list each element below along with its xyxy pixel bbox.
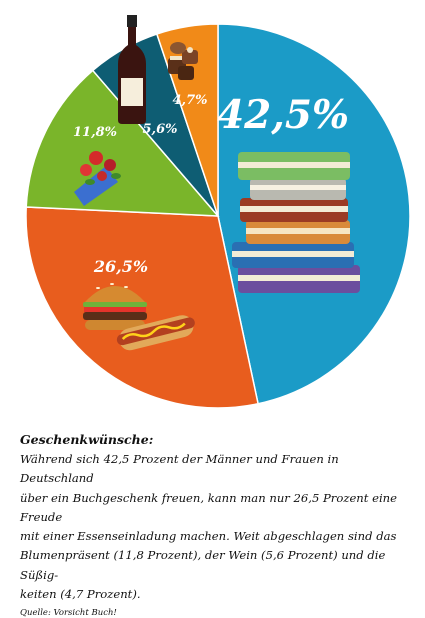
pie-chart: 42,5% 26,5% 11,8% 5,6% 4,7% — [25, 15, 411, 409]
pct-label-essenseinladung: 26,5% — [93, 257, 148, 276]
pie-slices — [25, 23, 411, 409]
caption-title: Geschenkwünsche: — [20, 432, 154, 447]
caption-line: mit einer Essenseinladung machen. Weit a… — [20, 529, 397, 544]
caption: Geschenkwünsche: Während sich 42,5 Proze… — [20, 432, 412, 618]
caption-line: Blumenpräsent (11,8 Prozent), der Wein (… — [20, 548, 386, 582]
pct-label-buchgeschenk: 42,5% — [217, 92, 349, 138]
caption-line: über ein Buchgeschenk freuen, kann man n… — [20, 490, 398, 524]
wine-bottle-icon — [118, 15, 146, 124]
caption-line: keiten (4,7 Prozent). — [20, 587, 141, 602]
caption-body: Während sich 42,5 Prozent der Männer und… — [20, 450, 412, 604]
caption-line: Während sich 42,5 Prozent der Männer und… — [20, 452, 339, 486]
burger-hotdog-icon — [83, 283, 195, 351]
pralines-icon — [168, 42, 198, 80]
pct-label-wein: 5,6% — [143, 122, 178, 137]
books-icon — [232, 152, 360, 293]
flowers-bouquet-icon — [74, 151, 121, 206]
pct-label-suessigkeiten: 4,7% — [173, 93, 208, 108]
caption-source: Quelle: Vorsicht Buch! — [20, 608, 117, 618]
pie-slice-blumenpräsent — [25, 69, 220, 217]
pct-label-blumenpraesent: 11,8% — [73, 125, 117, 140]
